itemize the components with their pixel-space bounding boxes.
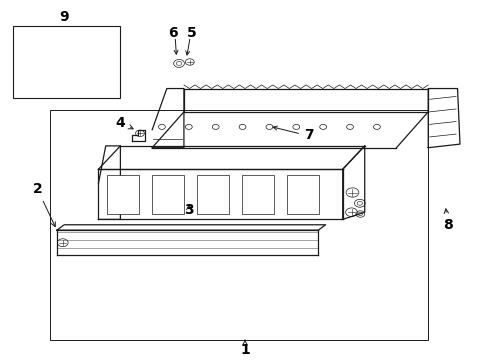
Text: 2: 2 [32,182,55,227]
Text: 3: 3 [184,203,194,217]
Text: 8: 8 [443,209,453,232]
Bar [107,175,139,214]
Text: 4: 4 [116,116,133,130]
Bar [13,26,121,98]
Text: 5: 5 [186,26,196,40]
Bar [49,110,428,339]
Text: 6: 6 [168,26,177,40]
Text: 9: 9 [59,10,69,24]
Text: 1: 1 [240,340,250,357]
Bar [287,175,319,214]
Bar [152,175,184,214]
Bar [197,175,229,214]
Text: 7: 7 [304,128,313,142]
Bar [242,175,274,214]
